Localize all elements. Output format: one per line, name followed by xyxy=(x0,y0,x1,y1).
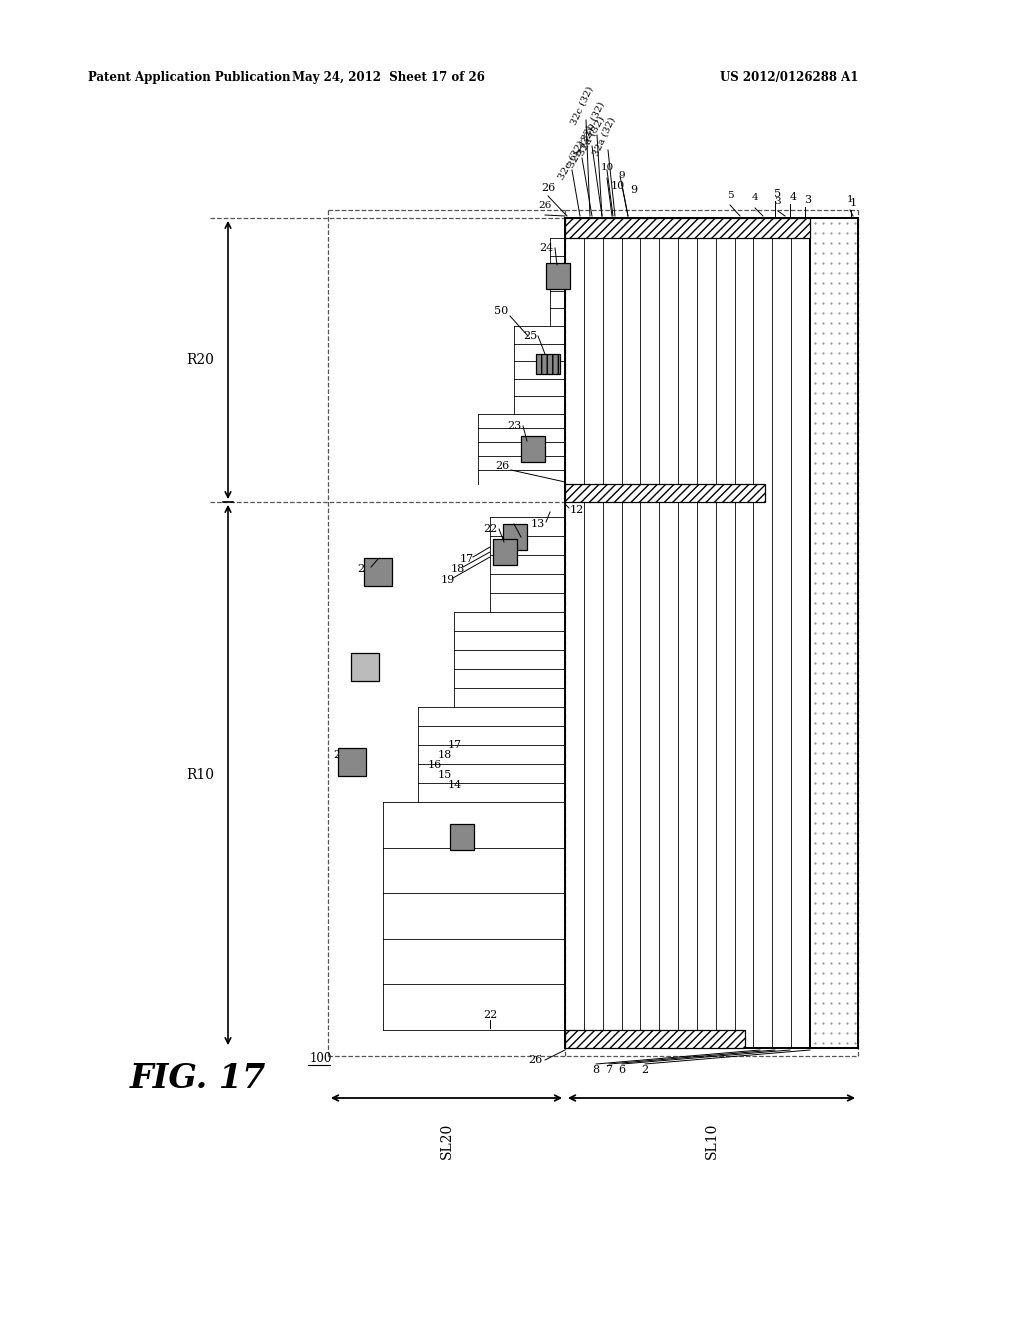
Text: Patent Application Publication: Patent Application Publication xyxy=(88,71,291,84)
Text: 7: 7 xyxy=(605,1065,612,1074)
Text: 32c (32): 32c (32) xyxy=(569,86,595,127)
Bar xyxy=(351,653,379,681)
Text: 4: 4 xyxy=(752,194,759,202)
Text: 32a (32): 32a (32) xyxy=(578,115,607,157)
Text: 26: 26 xyxy=(539,201,552,210)
Text: 20: 20 xyxy=(357,564,372,574)
Text: 3: 3 xyxy=(805,195,812,205)
Text: 10: 10 xyxy=(600,164,613,173)
Text: 8: 8 xyxy=(593,1065,600,1074)
Text: 16: 16 xyxy=(428,760,442,770)
Text: 9: 9 xyxy=(631,185,638,195)
Text: 5: 5 xyxy=(727,190,733,199)
Text: 17: 17 xyxy=(460,554,474,564)
Text: 6: 6 xyxy=(618,1065,626,1074)
Text: 26: 26 xyxy=(496,461,510,471)
Text: 1: 1 xyxy=(850,198,856,209)
Text: 22: 22 xyxy=(483,524,498,535)
Text: 22: 22 xyxy=(483,1010,497,1020)
Text: SL10: SL10 xyxy=(705,1123,719,1159)
Text: 12: 12 xyxy=(570,506,585,515)
Text: 26: 26 xyxy=(541,183,555,193)
Text: 4: 4 xyxy=(790,191,797,202)
Text: 1: 1 xyxy=(847,195,853,205)
Bar xyxy=(546,263,570,289)
Text: 18: 18 xyxy=(437,750,452,760)
Bar xyxy=(450,824,474,850)
Text: FIG. 17: FIG. 17 xyxy=(130,1061,266,1094)
Text: 32b (32): 32b (32) xyxy=(580,100,606,143)
Bar xyxy=(493,539,517,565)
Text: May 24, 2012  Sheet 17 of 26: May 24, 2012 Sheet 17 of 26 xyxy=(292,71,484,84)
Bar xyxy=(503,524,527,550)
Bar xyxy=(565,1030,745,1048)
Bar xyxy=(565,484,765,502)
Text: 23: 23 xyxy=(508,421,522,432)
Text: R20: R20 xyxy=(186,352,214,367)
Text: 19: 19 xyxy=(440,576,455,585)
Text: 15: 15 xyxy=(437,770,452,780)
Text: 20: 20 xyxy=(334,750,348,760)
Bar xyxy=(364,558,392,586)
Text: 22: 22 xyxy=(506,535,520,545)
Text: 10: 10 xyxy=(611,181,625,191)
Text: 17: 17 xyxy=(447,741,462,750)
Text: 32b (32): 32b (32) xyxy=(567,127,597,170)
Text: 50: 50 xyxy=(494,306,508,315)
Text: 24: 24 xyxy=(540,243,554,253)
Text: 13: 13 xyxy=(530,519,545,529)
Text: 18: 18 xyxy=(451,564,465,574)
Text: 5: 5 xyxy=(774,189,781,199)
Text: 2: 2 xyxy=(641,1065,648,1074)
Text: 14: 14 xyxy=(447,780,462,789)
Text: 26: 26 xyxy=(528,1055,542,1065)
Bar xyxy=(536,354,560,374)
Text: US 2012/0126288 A1: US 2012/0126288 A1 xyxy=(720,71,858,84)
Text: SL20: SL20 xyxy=(439,1123,454,1159)
Bar xyxy=(521,436,545,462)
Bar xyxy=(565,218,810,238)
Text: 3: 3 xyxy=(775,197,781,206)
Text: 32a (32): 32a (32) xyxy=(591,115,616,157)
Text: 100: 100 xyxy=(310,1052,333,1064)
Text: R10: R10 xyxy=(186,768,214,781)
Text: 25: 25 xyxy=(522,331,537,341)
Bar xyxy=(338,748,366,776)
Text: 9: 9 xyxy=(618,170,626,180)
Text: 32c (32): 32c (32) xyxy=(557,139,587,181)
